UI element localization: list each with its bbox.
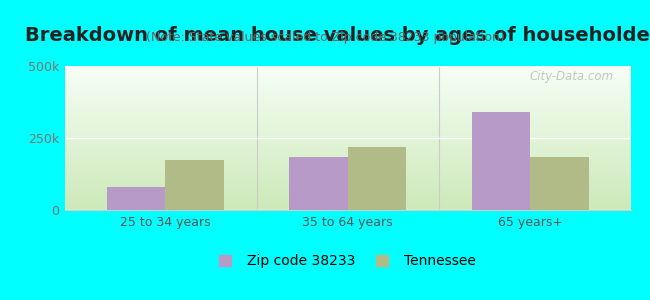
Bar — [289, 157, 348, 210]
Bar — [530, 157, 588, 210]
Title: Breakdown of mean house values by ages of householders: Breakdown of mean house values by ages o… — [25, 26, 650, 45]
Bar — [165, 160, 224, 210]
Text: City-Data.com: City-Data.com — [529, 70, 614, 83]
Bar — [107, 187, 165, 210]
Legend: Zip code 38233, Tennessee: Zip code 38233, Tennessee — [220, 254, 476, 268]
Bar — [348, 147, 406, 210]
Bar — [472, 112, 530, 210]
Text: (Note: State values scaled to Zip code 38233 population): (Note: State values scaled to Zip code 3… — [146, 32, 504, 44]
